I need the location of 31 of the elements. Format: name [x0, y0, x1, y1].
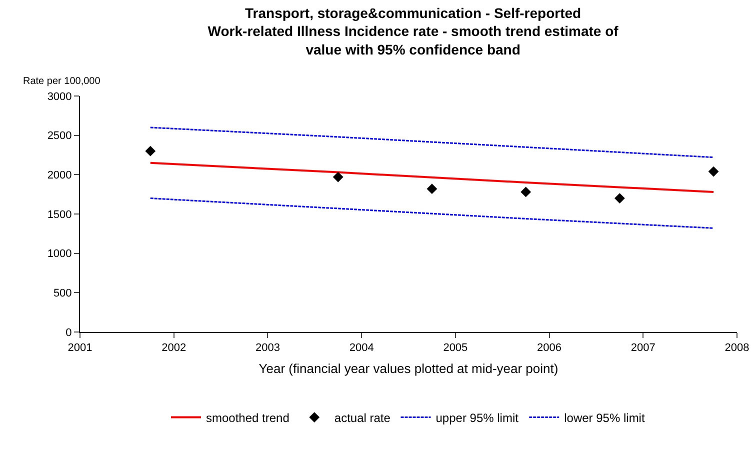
point — [332, 172, 344, 182]
y-axis-title: Rate per 100,000 — [23, 76, 101, 87]
line-series — [150, 126, 714, 158]
legend-label: actual rate — [334, 410, 391, 425]
x-tick-label: 2008 — [724, 342, 750, 354]
y-tick-label: 2500 — [47, 130, 72, 142]
x-axis-title: Year (financial year values plotted at mid-year point) — [258, 360, 558, 376]
y-tick-label: 1500 — [47, 208, 72, 221]
x-tick-label: 2005 — [443, 342, 468, 354]
y-tick-label: 0 — [66, 326, 72, 339]
x-tick-label: 2002 — [162, 342, 186, 354]
y-tick-label: 1000 — [47, 248, 72, 260]
y-tick-label: 2000 — [47, 170, 72, 182]
point — [145, 146, 156, 156]
legend-label: smoothed trend — [206, 410, 290, 425]
point — [708, 166, 719, 177]
line-series — [149, 162, 715, 193]
point — [426, 184, 438, 194]
x-tick-label: 2007 — [630, 342, 656, 354]
chart-title: Transport, storage&communication - Self-reported Work-related Illness Incidence rate - smooth trend estimate of value with 95% confidence band — [208, 5, 619, 58]
point — [520, 186, 532, 198]
x-tick-label: 2006 — [537, 342, 562, 354]
x-tick-label: 2001 — [68, 342, 92, 354]
y-tick-label: 3000 — [47, 90, 72, 103]
x-tick-label: 2004 — [349, 342, 374, 354]
x-tick-label: 2003 — [255, 342, 280, 354]
y-tick-label: 500 — [53, 288, 72, 300]
legend-label: upper 95% limit — [436, 410, 520, 425]
point — [614, 193, 625, 204]
line-series — [150, 198, 714, 229]
legend-label: lower 95% limit — [564, 410, 646, 425]
